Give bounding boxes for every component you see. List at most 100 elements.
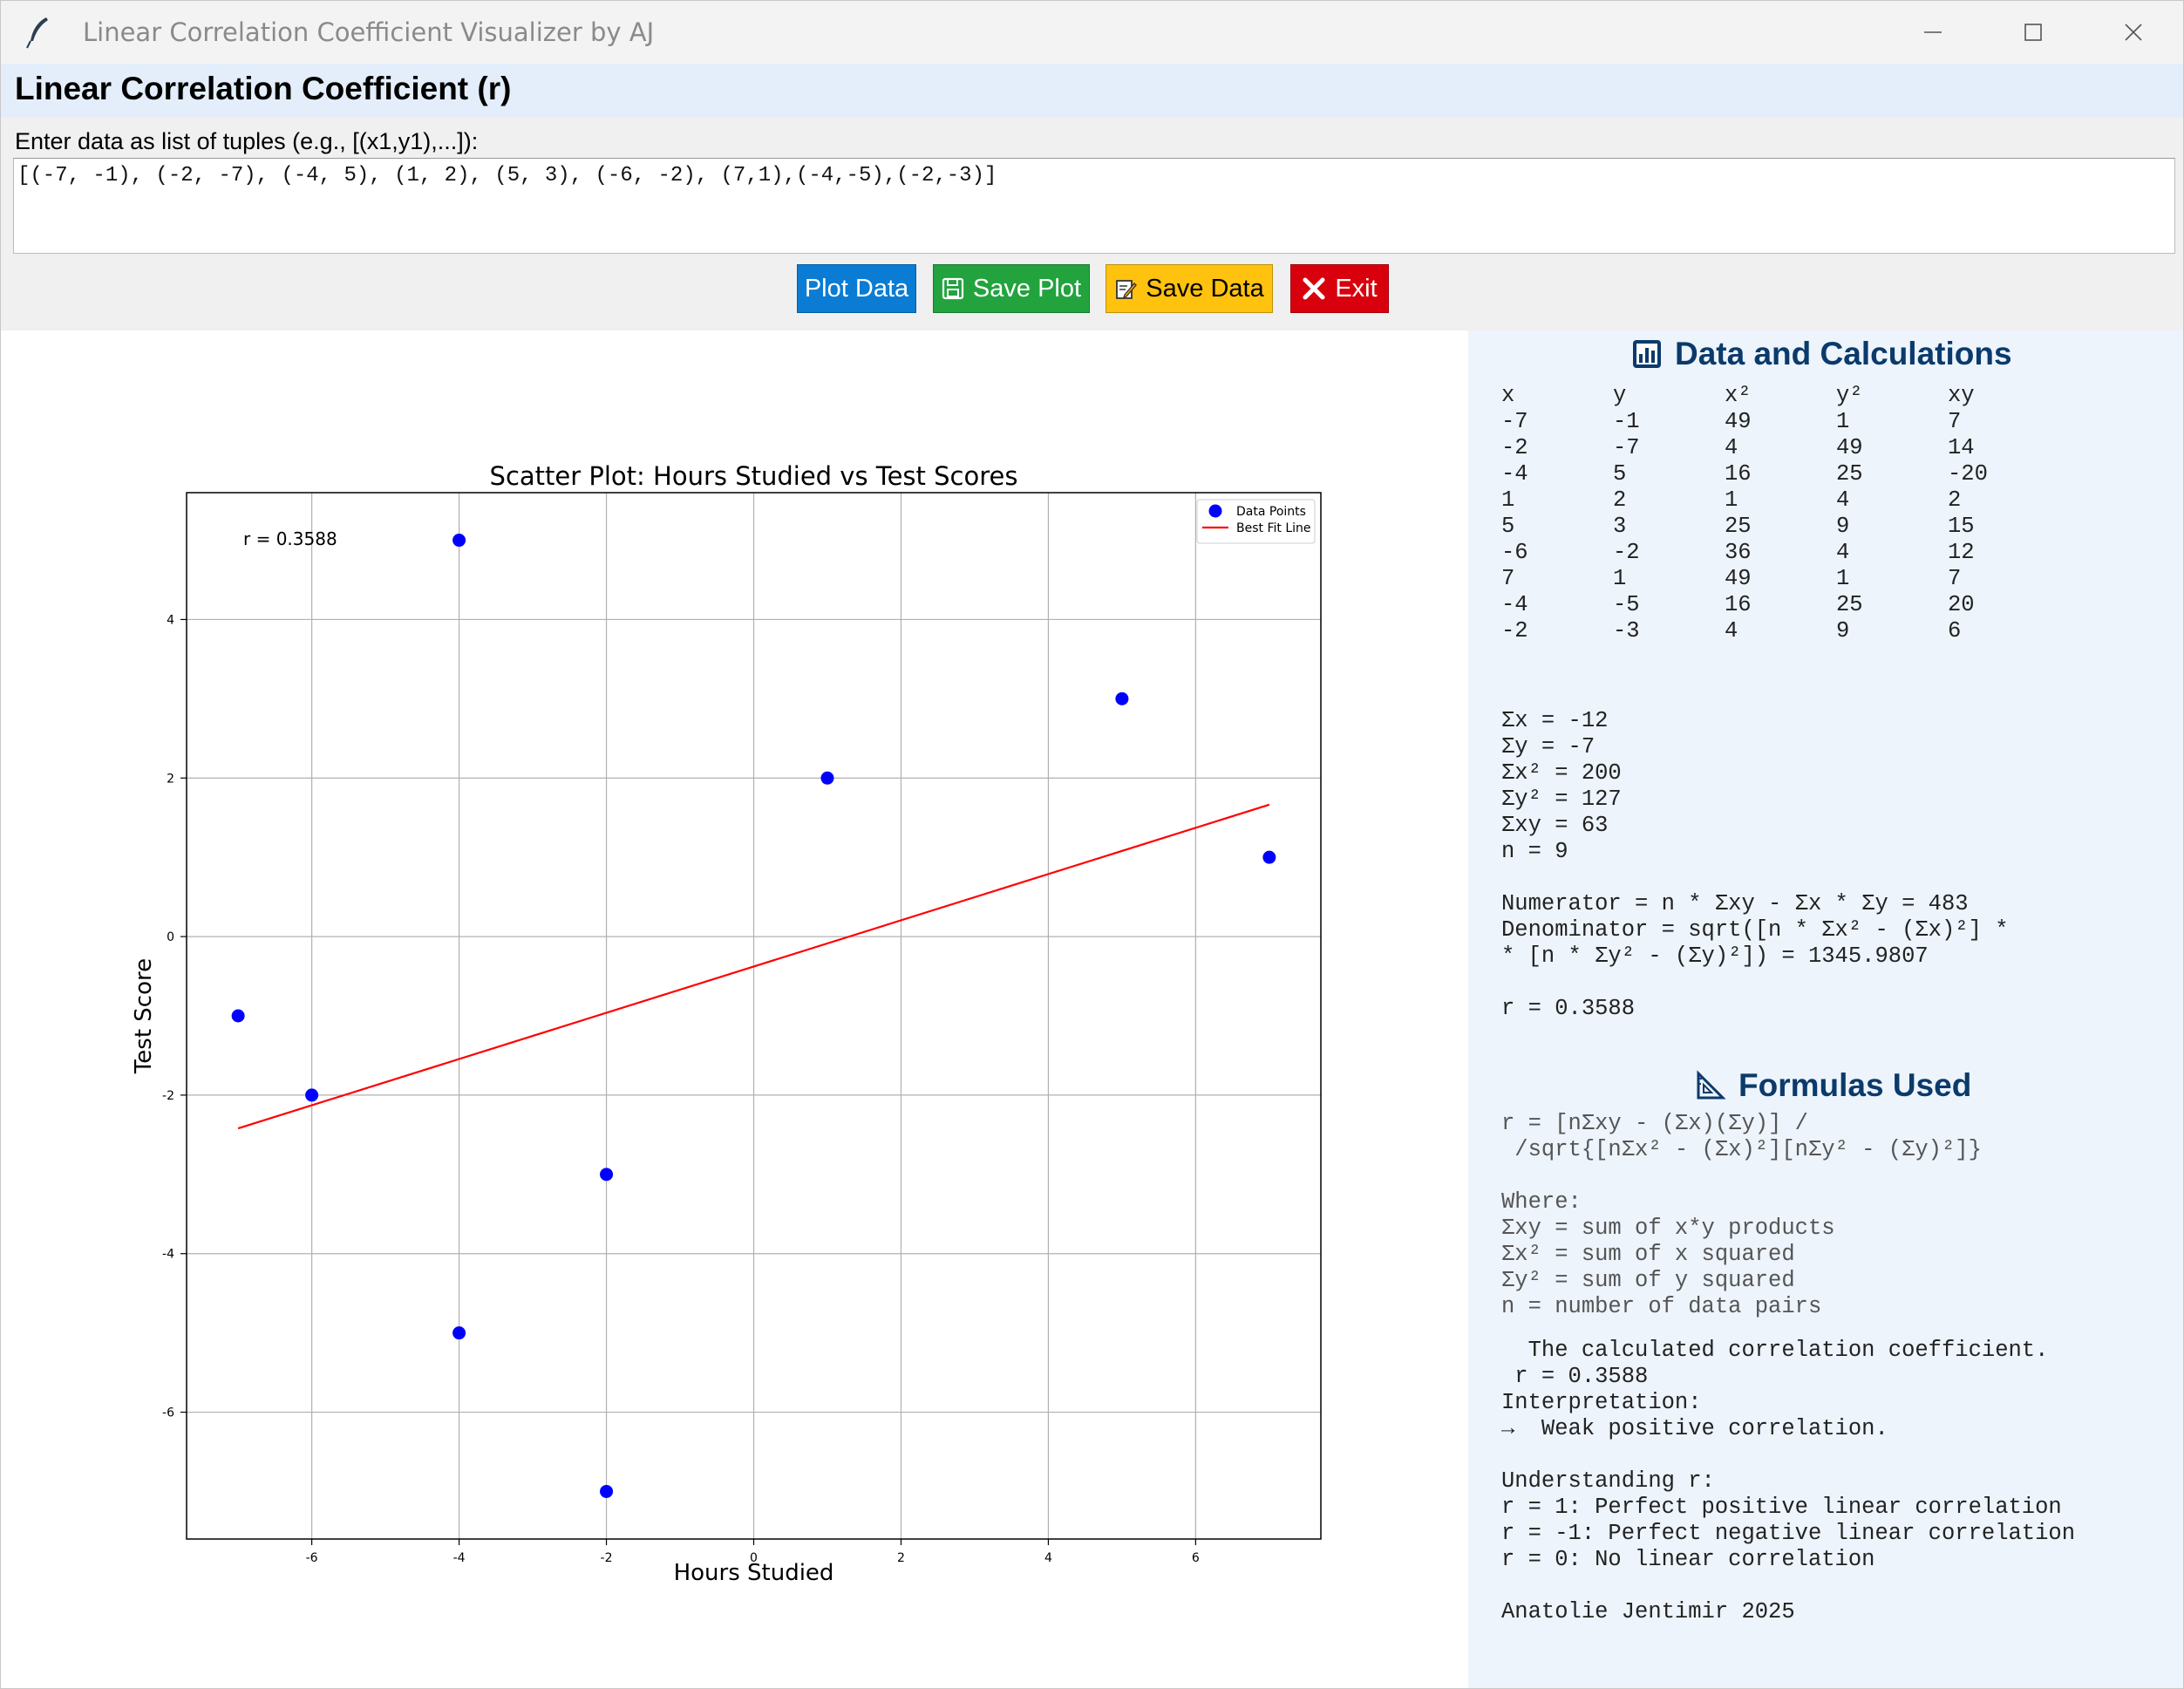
- column-header-y: y: [1613, 383, 1627, 408]
- x-tick-label: 6: [1192, 1551, 1200, 1565]
- x-tick-label: -2: [601, 1551, 613, 1565]
- interpretation-text: The calculated correlation coefficient. …: [1501, 1338, 2076, 1624]
- table-row: -4 5 16 25 -20: [1501, 461, 2059, 487]
- data-point: [600, 1168, 614, 1182]
- feather-icon: [26, 17, 48, 49]
- table-cell: 4: [1725, 618, 1738, 644]
- column-header-xy: xy: [1948, 383, 1975, 408]
- data-point: [1115, 691, 1129, 705]
- y-tick-label: -6: [162, 1406, 174, 1420]
- x-tick-label: -4: [453, 1551, 466, 1565]
- table-cell: 3: [1613, 514, 1627, 539]
- page-title: Linear Correlation Coefficient (r): [15, 71, 512, 106]
- table-cell: 49: [1725, 409, 1752, 434]
- bar-chart-icon: [1633, 340, 1661, 368]
- table-row: -7 -1 49 1 7: [1501, 409, 2059, 435]
- data-point: [1262, 850, 1276, 864]
- data-point: [452, 1326, 466, 1340]
- data-point: [231, 1009, 245, 1023]
- table-row: 5 3 25 9 15: [1501, 514, 2059, 540]
- plot-area: -6 -4 -2 0 2 4 6 -6 -4 -2 0 2 4 Scatter Plot: Hours S…: [1, 330, 1468, 1688]
- correlation-annotation: r = 0.3588: [243, 528, 337, 549]
- table-cell: 20: [1948, 592, 1975, 617]
- exit-label: Exit: [1335, 274, 1378, 303]
- table-cell: 25: [1836, 461, 1863, 487]
- table-cell: 9: [1836, 618, 1850, 644]
- scatter-chart: -6 -4 -2 0 2 4 6 -6 -4 -2 0 2 4 Scatter Plot: Hours S…: [131, 461, 1322, 1586]
- chart-title: Scatter Plot: Hours Studied vs Test Scor…: [490, 461, 1018, 491]
- table-cell: 2: [1948, 487, 1962, 513]
- table-cell: -6: [1501, 540, 1528, 565]
- formulas-heading: Formulas Used: [1695, 1067, 1971, 1104]
- save-plot-button[interactable]: Save Plot: [933, 264, 1090, 313]
- data-point: [452, 534, 466, 548]
- table-row: 7 1 49 1 7: [1501, 566, 2059, 592]
- table-cell: 12: [1948, 540, 1975, 565]
- column-header-x-squared: x²: [1725, 383, 1752, 408]
- legend-points-marker: [1208, 504, 1222, 518]
- table-cell: 16: [1725, 461, 1752, 487]
- triangular-ruler-icon: [1697, 1070, 1726, 1100]
- legend-line-label: Best Fit Line: [1236, 521, 1311, 535]
- title-bar[interactable]: Linear Correlation Coefficient Visualize…: [1, 1, 2183, 64]
- column-header-x: x: [1501, 383, 1515, 408]
- table-cell: 1: [1613, 566, 1627, 591]
- best-fit-line: [237, 803, 1270, 1130]
- data-calculations-heading-text: Data and Calculations: [1675, 336, 2012, 371]
- legend-points-label: Data Points: [1236, 505, 1306, 519]
- y-tick-label: -4: [162, 1248, 174, 1262]
- table-cell: -4: [1501, 592, 1528, 617]
- toolbar: Plot Data Save Plot Save Data: [1, 264, 2183, 313]
- data-point: [305, 1088, 319, 1102]
- x-tick-label: 0: [750, 1551, 758, 1565]
- table-cell: -4: [1501, 461, 1528, 487]
- table-header-row: x y x² y² xy: [1501, 383, 2059, 409]
- table-cell: -7: [1501, 409, 1528, 434]
- table-cell: 36: [1725, 540, 1752, 565]
- y-tick-label: 0: [167, 930, 174, 944]
- window-title: Linear Correlation Coefficient Visualize…: [83, 17, 655, 47]
- table-cell: 4: [1836, 540, 1850, 565]
- table-cell: -20: [1948, 461, 1988, 487]
- minimize-button[interactable]: [1882, 1, 1983, 64]
- plot-data-button[interactable]: Plot Data: [797, 264, 916, 313]
- data-calculations-heading: Data and Calculations: [1631, 336, 2012, 372]
- data-point: [820, 771, 834, 785]
- table-cell: 5: [1613, 461, 1627, 487]
- save-data-button[interactable]: Save Data: [1106, 264, 1273, 313]
- table-cell: 25: [1836, 592, 1863, 617]
- close-button[interactable]: [2083, 1, 2183, 64]
- header-bar: Linear Correlation Coefficient (r): [1, 64, 2183, 118]
- exit-button[interactable]: Exit: [1290, 264, 1389, 313]
- plot-data-label: Plot Data: [804, 274, 909, 303]
- save-data-label: Save Data: [1146, 274, 1264, 303]
- table-cell: 7: [1948, 409, 1962, 434]
- table-cell: 9: [1836, 514, 1850, 539]
- table-cell: 49: [1836, 435, 1863, 460]
- x-tick-label: 4: [1044, 1551, 1052, 1565]
- table-cell: 2: [1613, 487, 1627, 513]
- table-cell: 7: [1948, 566, 1962, 591]
- table-row: -6 -2 36 4 12: [1501, 540, 2059, 566]
- table-cell: 6: [1948, 618, 1962, 644]
- input-label: Enter data as list of tuples (e.g., [(x1…: [15, 128, 479, 154]
- y-tick-label: 4: [167, 613, 174, 627]
- x-tick-label: -6: [306, 1551, 318, 1565]
- table-cell: 1: [1836, 566, 1850, 591]
- table-cell: -2: [1501, 618, 1528, 644]
- calculations-table: x y x² y² xy -7 -1 49 1 7 -2 -7 4 49 14 -4 5 16 25 -20…: [1501, 383, 2059, 644]
- minimize-icon: [1923, 31, 1942, 33]
- table-cell: 1: [1725, 487, 1738, 513]
- table-row: -2 -3 4 9 6: [1501, 618, 2059, 644]
- x-tick-label: 2: [897, 1551, 905, 1565]
- table-cell: -2: [1613, 540, 1640, 565]
- table-cell: 16: [1725, 592, 1752, 617]
- cross-mark-icon: [1303, 277, 1325, 300]
- data-input[interactable]: [(-7, -1), (-2, -7), (-4, 5), (1, 2), (5…: [13, 158, 2175, 254]
- maximize-button[interactable]: [1983, 1, 2083, 64]
- table-cell: -1: [1613, 409, 1640, 434]
- data-point: [600, 1484, 614, 1498]
- table-cell: 1: [1836, 409, 1850, 434]
- table-row: -4 -5 16 25 20: [1501, 592, 2059, 618]
